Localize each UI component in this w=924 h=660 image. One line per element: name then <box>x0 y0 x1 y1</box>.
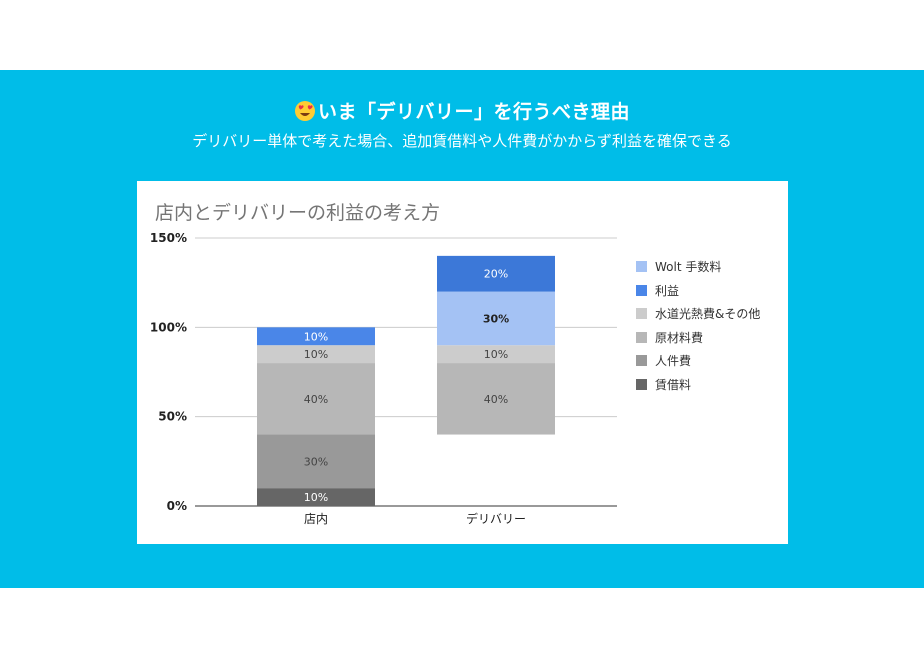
data-label: 10% <box>304 348 328 361</box>
bar-segment <box>437 255 555 292</box>
legend-label: 利益 <box>655 283 680 298</box>
bar-segment <box>257 488 375 506</box>
y-tick-label: 50% <box>158 410 187 424</box>
legend-swatch <box>636 308 647 320</box>
legend-label: 賃借料 <box>655 377 692 392</box>
chart-title: 店内とデリバリーの利益の考え方 <box>155 202 441 224</box>
legend-swatch <box>636 284 647 296</box>
data-label: 10% <box>304 330 328 343</box>
bar-segment <box>257 345 375 364</box>
chart-card: 店内とデリバリーの利益の考え方 0% 50% 100% 150% 10% 30% 40% 10… <box>137 181 788 544</box>
data-label: 10% <box>484 348 508 361</box>
x-tick-label: デリバリー <box>466 511 526 526</box>
x-tick-label: 店内 <box>304 512 328 526</box>
data-label: 20% <box>484 268 508 281</box>
legend-item: 賃借料 <box>636 373 760 397</box>
headline: いま「デリバリー」を行うべき理由 <box>0 97 924 124</box>
legend-item: 水道光熱費&その他 <box>636 302 760 326</box>
data-label: 30% <box>483 312 509 325</box>
bar-segment <box>437 363 555 435</box>
legend-label: 人件費 <box>655 354 692 369</box>
legend-swatch <box>636 378 647 390</box>
y-tick-label: 100% <box>150 320 187 334</box>
legend-item: 原材料費 <box>636 326 760 350</box>
legend-label: 水道光熱費&その他 <box>655 307 761 322</box>
legend-label: Wolt 手数料 <box>655 260 722 275</box>
data-label: 30% <box>304 455 328 468</box>
y-tick-label: 0% <box>167 499 187 513</box>
legend-item: Wolt 手数料 <box>636 255 760 279</box>
stacked-bar-chart: 0% 50% 100% 150% 10% 30% 40% 10% 10% 店内 40% 10% 30% 2… <box>150 231 617 526</box>
legend-item: 利益 <box>636 279 760 303</box>
legend-swatch <box>636 261 647 273</box>
y-tick-label: 150% <box>150 231 187 245</box>
bar-segment <box>257 363 375 435</box>
heart-eyes-emoji-icon <box>294 101 315 121</box>
legend-swatch <box>636 331 647 343</box>
bar-segment <box>437 291 555 346</box>
legend-label: 原材料費 <box>655 330 704 345</box>
legend-swatch <box>636 355 647 367</box>
bar-segment <box>257 434 375 489</box>
chart-legend: Wolt 手数料 利益水道光熱費&その他 原材料費人件費賃借料 <box>636 255 760 396</box>
data-label: 40% <box>304 393 328 406</box>
bar-segment <box>437 345 555 364</box>
subline: デリバリー単体で考えた場合、追加賃借料や人件費がかからず利益を確保できる <box>192 132 732 150</box>
bar-segment <box>257 327 375 346</box>
data-label: 40% <box>484 393 508 406</box>
data-label: 10% <box>304 491 328 504</box>
legend-item: 人件費 <box>636 349 760 373</box>
headline-text: いま「デリバリー」を行うべき理由 <box>317 101 630 123</box>
